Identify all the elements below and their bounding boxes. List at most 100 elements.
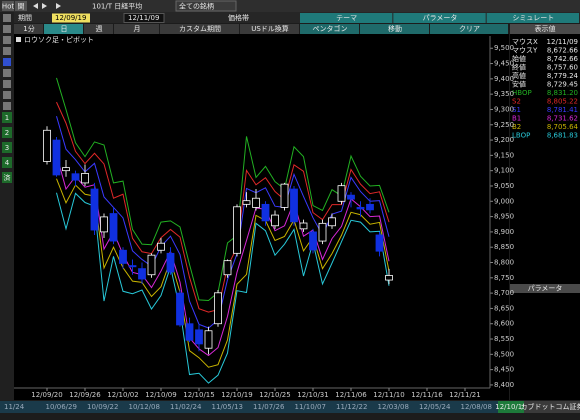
panel-pivot-label: B2 bbox=[512, 123, 521, 131]
sidebar-icon[interactable] bbox=[3, 69, 11, 77]
panel-pivot-label: S2 bbox=[512, 98, 521, 106]
period-tab[interactable] bbox=[300, 24, 359, 34]
panel-label: 始値 bbox=[512, 54, 526, 63]
pivot-line bbox=[56, 178, 390, 368]
scroll-date: 11/05/13 bbox=[212, 403, 243, 411]
panel-value: 8,729.45 bbox=[547, 81, 578, 89]
sidebar-icon[interactable] bbox=[3, 102, 11, 110]
y-tick-label: 8,450 bbox=[494, 366, 514, 374]
y-tick-label: 8,850 bbox=[494, 243, 514, 251]
period-tab[interactable] bbox=[430, 24, 508, 34]
period-tab[interactable] bbox=[14, 24, 43, 34]
sidebar-icon[interactable] bbox=[3, 91, 11, 99]
side-panel bbox=[510, 34, 580, 400]
nav-arrows[interactable] bbox=[33, 3, 61, 9]
candle-body bbox=[337, 185, 346, 202]
toolbar bbox=[0, 0, 580, 12]
period-tab[interactable] bbox=[360, 24, 429, 34]
candle-body bbox=[52, 139, 61, 176]
candle-body bbox=[109, 213, 118, 242]
sidebar-label: 3 bbox=[5, 144, 9, 152]
sidebar-button[interactable] bbox=[2, 127, 12, 138]
scroll-date: 11/10/07 bbox=[295, 403, 326, 411]
hot-button[interactable] bbox=[2, 1, 14, 11]
sidebar-icon[interactable] bbox=[3, 14, 11, 22]
scrollbar[interactable] bbox=[0, 401, 498, 413]
start-date: 12/09/19 bbox=[55, 14, 86, 22]
sidebar-icon[interactable] bbox=[3, 36, 11, 44]
top-tab-label: シミュレート bbox=[512, 14, 554, 22]
period-tab[interactable] bbox=[240, 24, 299, 34]
candle-body bbox=[385, 275, 393, 281]
period-tab[interactable] bbox=[160, 24, 239, 34]
y-tick-label: 9,300 bbox=[494, 105, 514, 113]
parameter-header bbox=[510, 284, 580, 293]
candle-body bbox=[290, 188, 298, 223]
candle-body bbox=[366, 203, 374, 211]
top-tab-label: テーマ bbox=[336, 14, 357, 22]
top-tab[interactable] bbox=[486, 13, 579, 23]
y-tick-label: 8,650 bbox=[494, 304, 514, 312]
period-tab[interactable] bbox=[44, 24, 83, 34]
kan-label: 関 bbox=[18, 3, 25, 11]
sidebar-button[interactable] bbox=[2, 157, 12, 168]
candle-body bbox=[100, 216, 108, 233]
sidebar-label: 済 bbox=[4, 173, 11, 182]
sidebar-icon[interactable] bbox=[3, 25, 11, 33]
y-tick-label: 8,600 bbox=[494, 320, 514, 328]
sidebar-icon[interactable] bbox=[3, 80, 11, 88]
scroll-date: 12/08/08 bbox=[461, 403, 492, 411]
panel-value: 8,779.24 bbox=[547, 72, 579, 80]
x-tick-label: 12/11/16 bbox=[411, 391, 443, 399]
filter-select[interactable] bbox=[175, 0, 237, 12]
panel-pivot-label: HBOP bbox=[512, 89, 532, 97]
sidebar-button[interactable] bbox=[2, 172, 12, 183]
candle-body bbox=[71, 173, 80, 181]
candle-body bbox=[147, 254, 156, 276]
sidebar-label: 4 bbox=[5, 159, 10, 167]
candle-body bbox=[252, 197, 260, 208]
candle-body bbox=[223, 260, 232, 276]
panel-pivot-label: B1 bbox=[512, 115, 521, 123]
y-tick-label: 8,700 bbox=[494, 289, 514, 297]
y-tick-label: 9,350 bbox=[494, 90, 514, 98]
scroll-date: 10/12/08 bbox=[129, 403, 160, 411]
period-tab-label: USドル換算 bbox=[251, 24, 289, 33]
parameter-title: パラメータ bbox=[528, 284, 563, 293]
candle-body bbox=[261, 203, 270, 222]
kan-button[interactable] bbox=[15, 1, 27, 11]
candle-body bbox=[309, 231, 317, 251]
pivot-line bbox=[56, 116, 390, 329]
top-tab[interactable] bbox=[300, 13, 393, 23]
x-tick-label: 12/10/31 bbox=[297, 391, 328, 399]
top-tab[interactable] bbox=[393, 13, 486, 23]
candle-body bbox=[347, 194, 355, 200]
y-tick-label: 8,900 bbox=[494, 228, 514, 236]
y-tick-label: 9,400 bbox=[494, 75, 514, 83]
candle-body bbox=[176, 292, 184, 326]
y-tick-label: 9,150 bbox=[494, 151, 514, 159]
y-tick-label: 9,250 bbox=[494, 121, 514, 129]
end-date-input[interactable] bbox=[123, 13, 165, 23]
candle-body bbox=[280, 183, 289, 208]
panel-pivot-value: 8,805.22 bbox=[547, 98, 578, 106]
sidebar-button[interactable] bbox=[2, 142, 12, 153]
panel-pivot-value: 8,705.64 bbox=[547, 123, 579, 131]
y-tick-label: 9,100 bbox=[494, 167, 514, 175]
toolbar-row bbox=[0, 12, 580, 23]
period-tab[interactable] bbox=[84, 24, 113, 34]
sidebar-button[interactable] bbox=[2, 112, 12, 123]
sidebar-icon[interactable] bbox=[3, 58, 11, 66]
sidebar-icon[interactable] bbox=[3, 47, 11, 55]
start-date-input[interactable] bbox=[52, 13, 90, 23]
checkbox[interactable] bbox=[16, 37, 21, 42]
pivot-line bbox=[56, 192, 390, 384]
y-tick-label: 8,400 bbox=[494, 381, 514, 389]
end-date: 12/11/09 bbox=[128, 14, 159, 22]
scroll-date: 10/06/29 bbox=[46, 403, 77, 411]
panel-value: 12/11/09 bbox=[547, 38, 578, 46]
x-tick-label: 12/10/19 bbox=[221, 391, 252, 399]
panel-title: 表示値 bbox=[535, 24, 556, 33]
top-tab-label: パラメータ bbox=[423, 13, 458, 22]
period-tab[interactable] bbox=[114, 24, 159, 34]
